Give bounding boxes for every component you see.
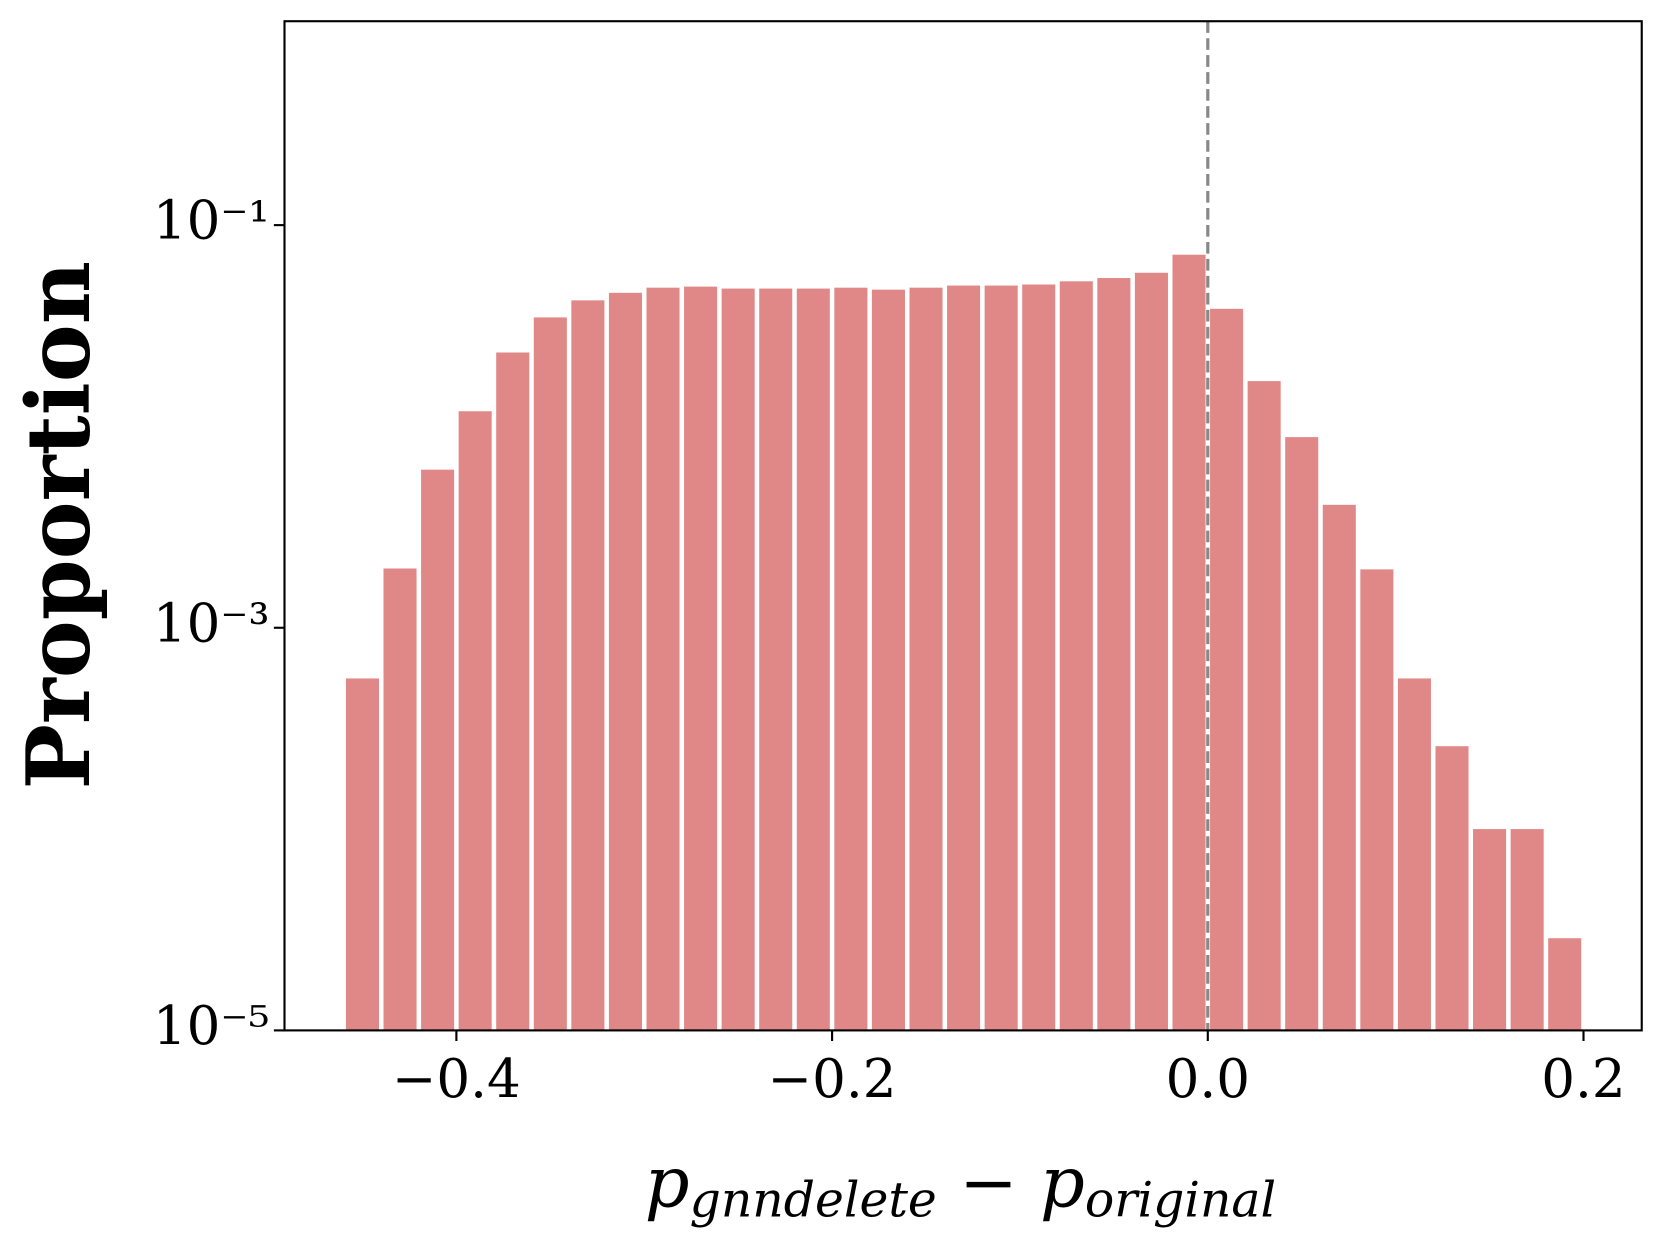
bar [1360,569,1394,1031]
x-label-part: p [645,1142,690,1224]
bar [1548,938,1582,1031]
bar [796,288,830,1031]
bar [1210,308,1244,1031]
bar [1097,278,1131,1031]
bar [871,289,905,1031]
y-tick-label: 10⁻³ [153,592,270,654]
plot-frame [283,20,1643,1032]
bar [1022,284,1056,1031]
bar [533,317,567,1031]
x-tick-label: −0.2 [768,1048,897,1110]
bar [1134,272,1168,1031]
x-label-part: − [937,1142,1040,1224]
bar [571,300,605,1031]
bar [458,411,492,1031]
bar [496,352,530,1031]
y-tick-label: 10⁻⁵ [153,995,270,1057]
x-tick-label: 0.2 [1541,1048,1625,1110]
bar [1059,281,1093,1031]
bar [984,285,1018,1031]
x-label-sub: gnndelete [690,1171,937,1228]
bar [1285,437,1319,1031]
y-tick-label: 10⁻¹ [153,190,270,252]
bar [608,292,642,1031]
bar [1322,504,1356,1031]
x-label-part: p [1040,1142,1085,1224]
bar [1397,678,1431,1031]
bar [1435,746,1469,1031]
x-tick-label: 0.0 [1166,1048,1250,1110]
bar [947,285,981,1031]
bar [383,568,417,1031]
x-label-sub: original [1085,1171,1276,1228]
bar [345,678,379,1031]
bar [646,287,680,1031]
bar [1510,829,1544,1031]
bar [1473,829,1507,1031]
y-axis-label: Proportion [7,261,110,790]
x-tick-label: −0.4 [392,1048,521,1110]
bar [684,286,718,1031]
bar [721,288,755,1031]
bar [421,469,455,1031]
bar [834,287,868,1031]
bar [1247,381,1281,1031]
x-axis-label: pgnndelete − poriginal [645,1142,1276,1228]
bar [1172,254,1206,1031]
bar [759,288,793,1031]
bar [909,287,943,1031]
